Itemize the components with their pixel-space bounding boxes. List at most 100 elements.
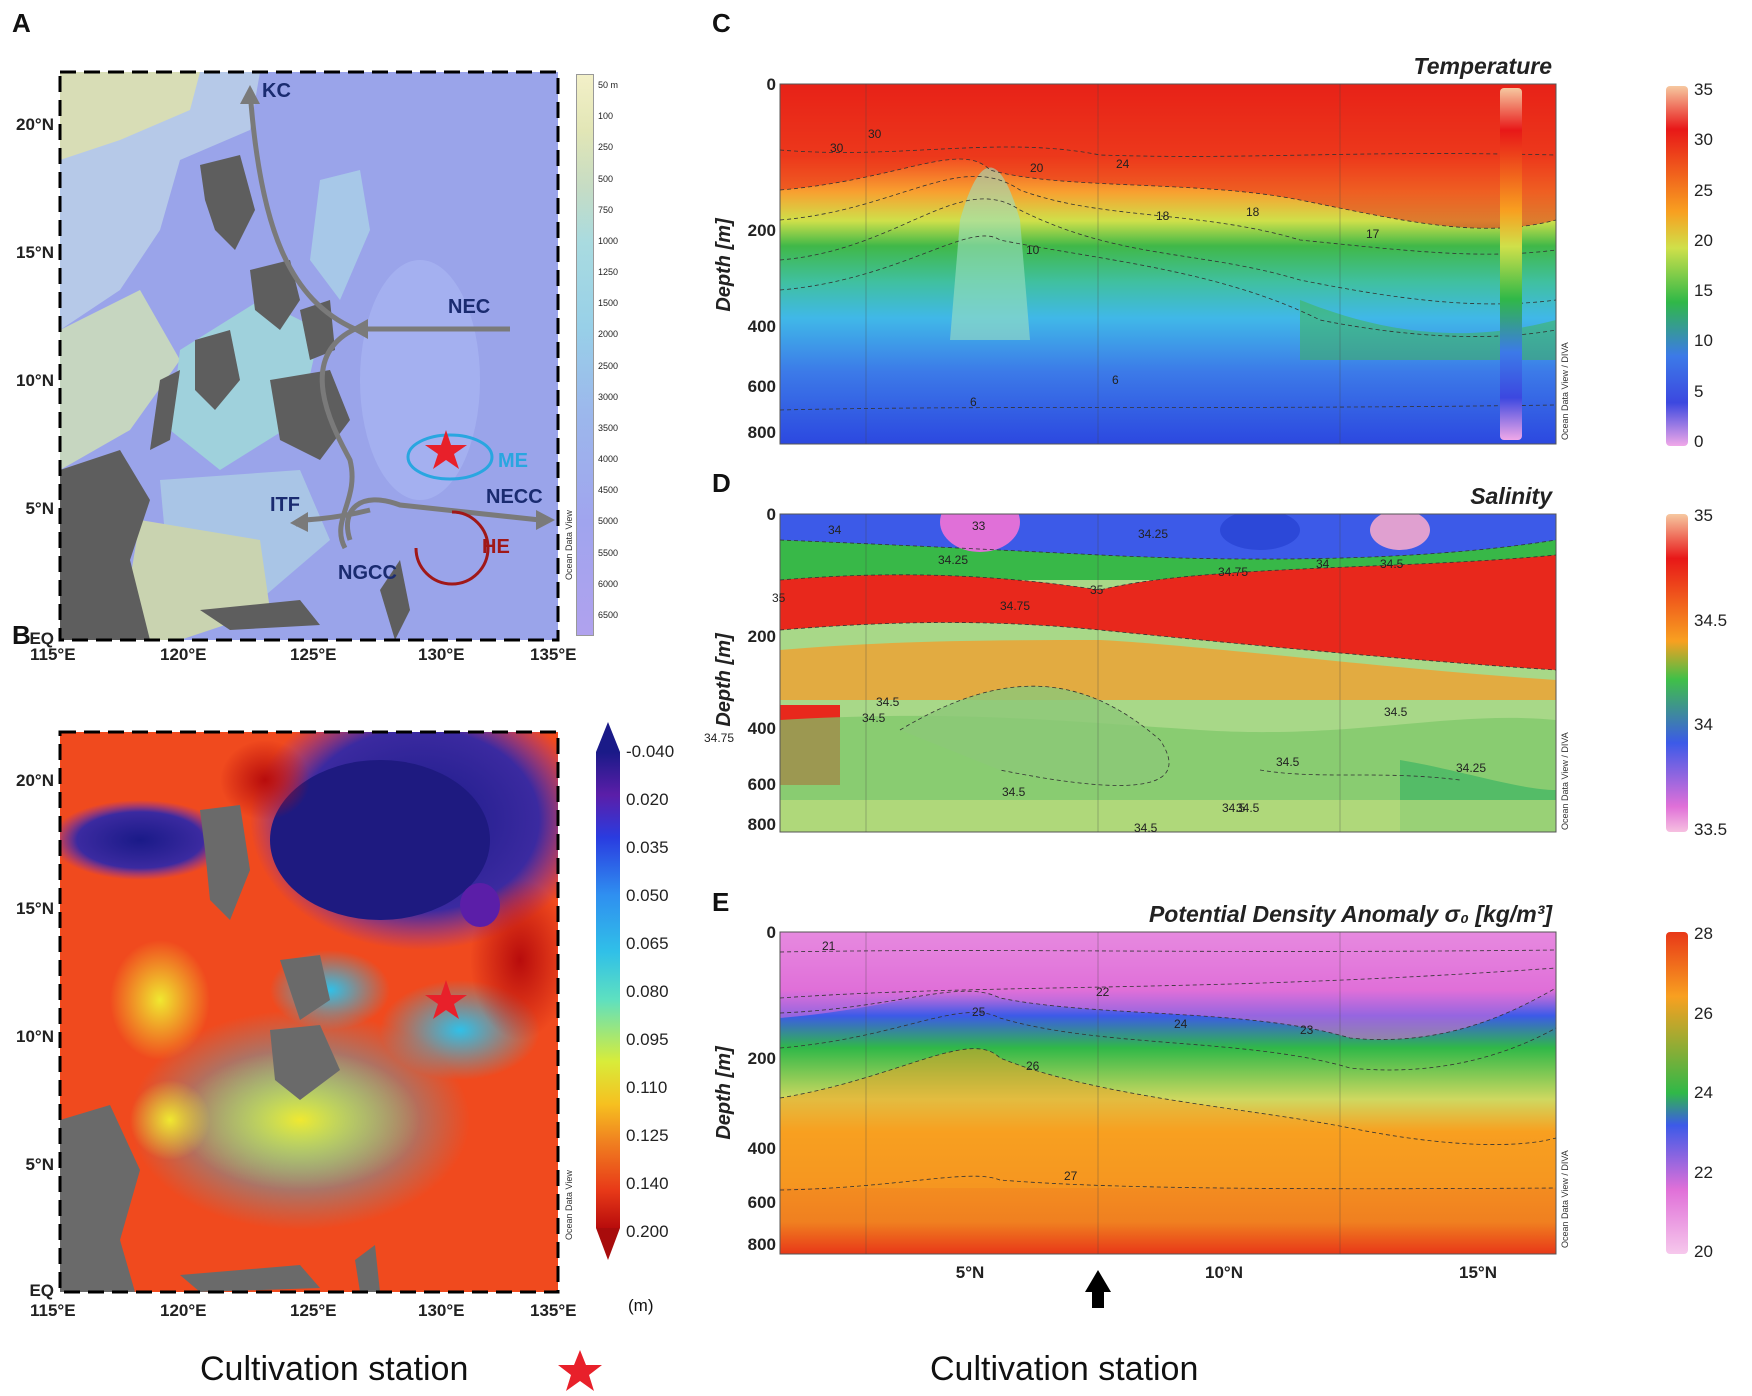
panel-d-colorbar [1666, 514, 1688, 832]
odv-watermark-d: Ocean Data View / DIVA [1560, 732, 1570, 830]
y-tick: EQ [29, 1281, 54, 1300]
colorbar-tick-label: 1250 [598, 267, 619, 278]
necc-arrow-head [536, 510, 555, 530]
panel-c-ylabel: Depth [m] [713, 217, 735, 312]
panel-a-map: 115°E 120°E 125°E 130°E 135°E EQ 5°N 10°… [16, 70, 577, 660]
x-tick: 125°E [290, 645, 337, 660]
panel-e-title: Potential Density Anomaly σ₀ [kg/m³] [1149, 901, 1553, 927]
x-tick: 5°N [956, 1263, 985, 1282]
contour-label: 34.5 [1236, 801, 1260, 815]
panel-c-title: Temperature [1414, 53, 1553, 79]
odv-watermark-a: Ocean Data View [564, 510, 574, 580]
contour-label: 34.5 [876, 695, 900, 709]
contour-label: 18 [1156, 209, 1170, 223]
y-tick: 800 [748, 423, 776, 442]
colorbar-tick-label: 20 [1694, 230, 1713, 250]
temp-contour-labels: 30 30 24 20 18 18 17 10 6 6 [830, 127, 1380, 409]
contour-label: 26 [1026, 1059, 1040, 1073]
colorbar-tick-label: 0.065 [626, 934, 669, 953]
panel-a-colorbar-labels: 50 m 100 250 500 750 1000 1250 1500 2000 2500 3000… [598, 80, 658, 630]
panel-label-a: A [12, 8, 31, 38]
colorbar-tick-label: 25 [1694, 180, 1713, 200]
contour-label: 35 [1090, 583, 1104, 597]
contour-label: 34.5 [1380, 557, 1404, 571]
contour-label: 17 [1366, 227, 1380, 241]
caption-star-icon [558, 1350, 602, 1391]
colorbar-tick-label: 750 [598, 204, 614, 215]
panel-d-ylabel: Depth [m] [713, 632, 735, 727]
panel-e-section: 21 22 25 24 23 26 27 Potential Density A… [713, 901, 1570, 1308]
x-tick: 115°E [30, 645, 76, 660]
panel-b-xticks: 115°E 120°E 125°E 130°E 135°E [30, 1301, 577, 1320]
panel-a-colorbar [576, 74, 594, 636]
y-tick: 15°N [16, 243, 54, 262]
panel-e-ylabel: Depth [m] [713, 1045, 735, 1140]
colorbar-tick-label: 6500 [598, 610, 619, 620]
y-tick: 600 [748, 377, 776, 396]
contour-label: 34.5 [1384, 705, 1408, 719]
contour-label: 34.5 [1276, 755, 1300, 769]
y-tick: 5°N [25, 1155, 54, 1174]
colorbar-tick-label: 10 [1694, 331, 1713, 351]
y-tick: 400 [748, 317, 776, 336]
colorbar-tick-label: 5 [1694, 381, 1704, 401]
panel-label-b: B [12, 620, 31, 650]
colorbar-tick-label: 0 [1694, 432, 1704, 451]
kc-arrow-head [240, 85, 260, 104]
contour-label: 6 [970, 395, 977, 409]
colorbar-tick-label: 24 [1694, 1083, 1713, 1102]
panel-b-unit: (m) [628, 1296, 654, 1315]
y-tick: EQ [29, 629, 54, 648]
cb-b-top-tri [596, 722, 620, 752]
y-tick: 800 [748, 1235, 776, 1254]
nec-arrow-head [350, 319, 368, 339]
colorbar-tick-label: 1000 [598, 235, 619, 246]
contour-label: 33 [972, 519, 986, 533]
colorbar-tick-label: 34.5 [1694, 610, 1728, 630]
panel-b-yticks: EQ 5°N 10°N 15°N 20°N [16, 771, 54, 1300]
y-tick: 0 [767, 923, 776, 942]
colorbar-tick-label: 0.020 [626, 790, 669, 809]
y-tick: 20°N [16, 771, 54, 790]
x-tick: 120°E [160, 645, 207, 660]
temp-contours [779, 146, 1557, 411]
contour-label: 34 [828, 523, 842, 537]
station-arrow-shaft [1092, 1290, 1104, 1308]
colorbar-tick-label: 0.140 [626, 1174, 669, 1193]
sal-contour-labels: 34 33 34.25 34.25 34.75 34 34.5 35 34.75… [704, 519, 1486, 835]
colorbar-tick-label: 35 [1694, 506, 1713, 525]
contour-label: 34.75 [704, 731, 734, 745]
odv-watermark-e: Ocean Data View / DIVA [1560, 1150, 1570, 1248]
colorbar-tick-label: 6000 [598, 578, 619, 589]
colorbar-tick-label: 4500 [598, 485, 619, 496]
contour-label: 34.5 [862, 711, 886, 725]
y-tick: 20°N [16, 115, 54, 134]
colorbar-tick-label: 0.080 [626, 982, 669, 1001]
colorbar-tick-label: 20 [1694, 1242, 1713, 1261]
contour-label: 21 [822, 939, 836, 953]
panel-e-yticks: 0 200 400 600 800 [748, 923, 776, 1254]
y-tick: 10°N [16, 371, 54, 390]
luzon-land [200, 155, 255, 250]
contour-label: 30 [868, 127, 882, 141]
panel-a-yticks: EQ 5°N 10°N 15°N 20°N [16, 115, 54, 648]
colorbar-tick-label: 35 [1694, 80, 1713, 99]
x-tick: 135°E [530, 645, 577, 660]
y-tick: 15°N [16, 899, 54, 918]
y-tick: 200 [748, 1049, 776, 1068]
y-tick: 200 [748, 221, 776, 240]
station-star-a [425, 430, 467, 469]
colorbar-tick-label: 34 [1694, 715, 1713, 735]
colorbar-tick-label: 33.5 [1694, 820, 1728, 839]
contour-label: 25 [972, 1005, 986, 1019]
station-star-b [425, 980, 467, 1019]
sal-contours [779, 539, 1557, 786]
itf-arrow-head [290, 512, 308, 532]
mindanao-land [270, 370, 350, 460]
borneo-land-b [60, 1105, 140, 1292]
label-nec: NEC [448, 296, 491, 318]
contour-label: 23 [1300, 1023, 1314, 1037]
panel-e-colorbar [1666, 932, 1688, 1254]
panel-label-c: C [712, 8, 731, 38]
panel-c-colorbar [1666, 86, 1688, 446]
